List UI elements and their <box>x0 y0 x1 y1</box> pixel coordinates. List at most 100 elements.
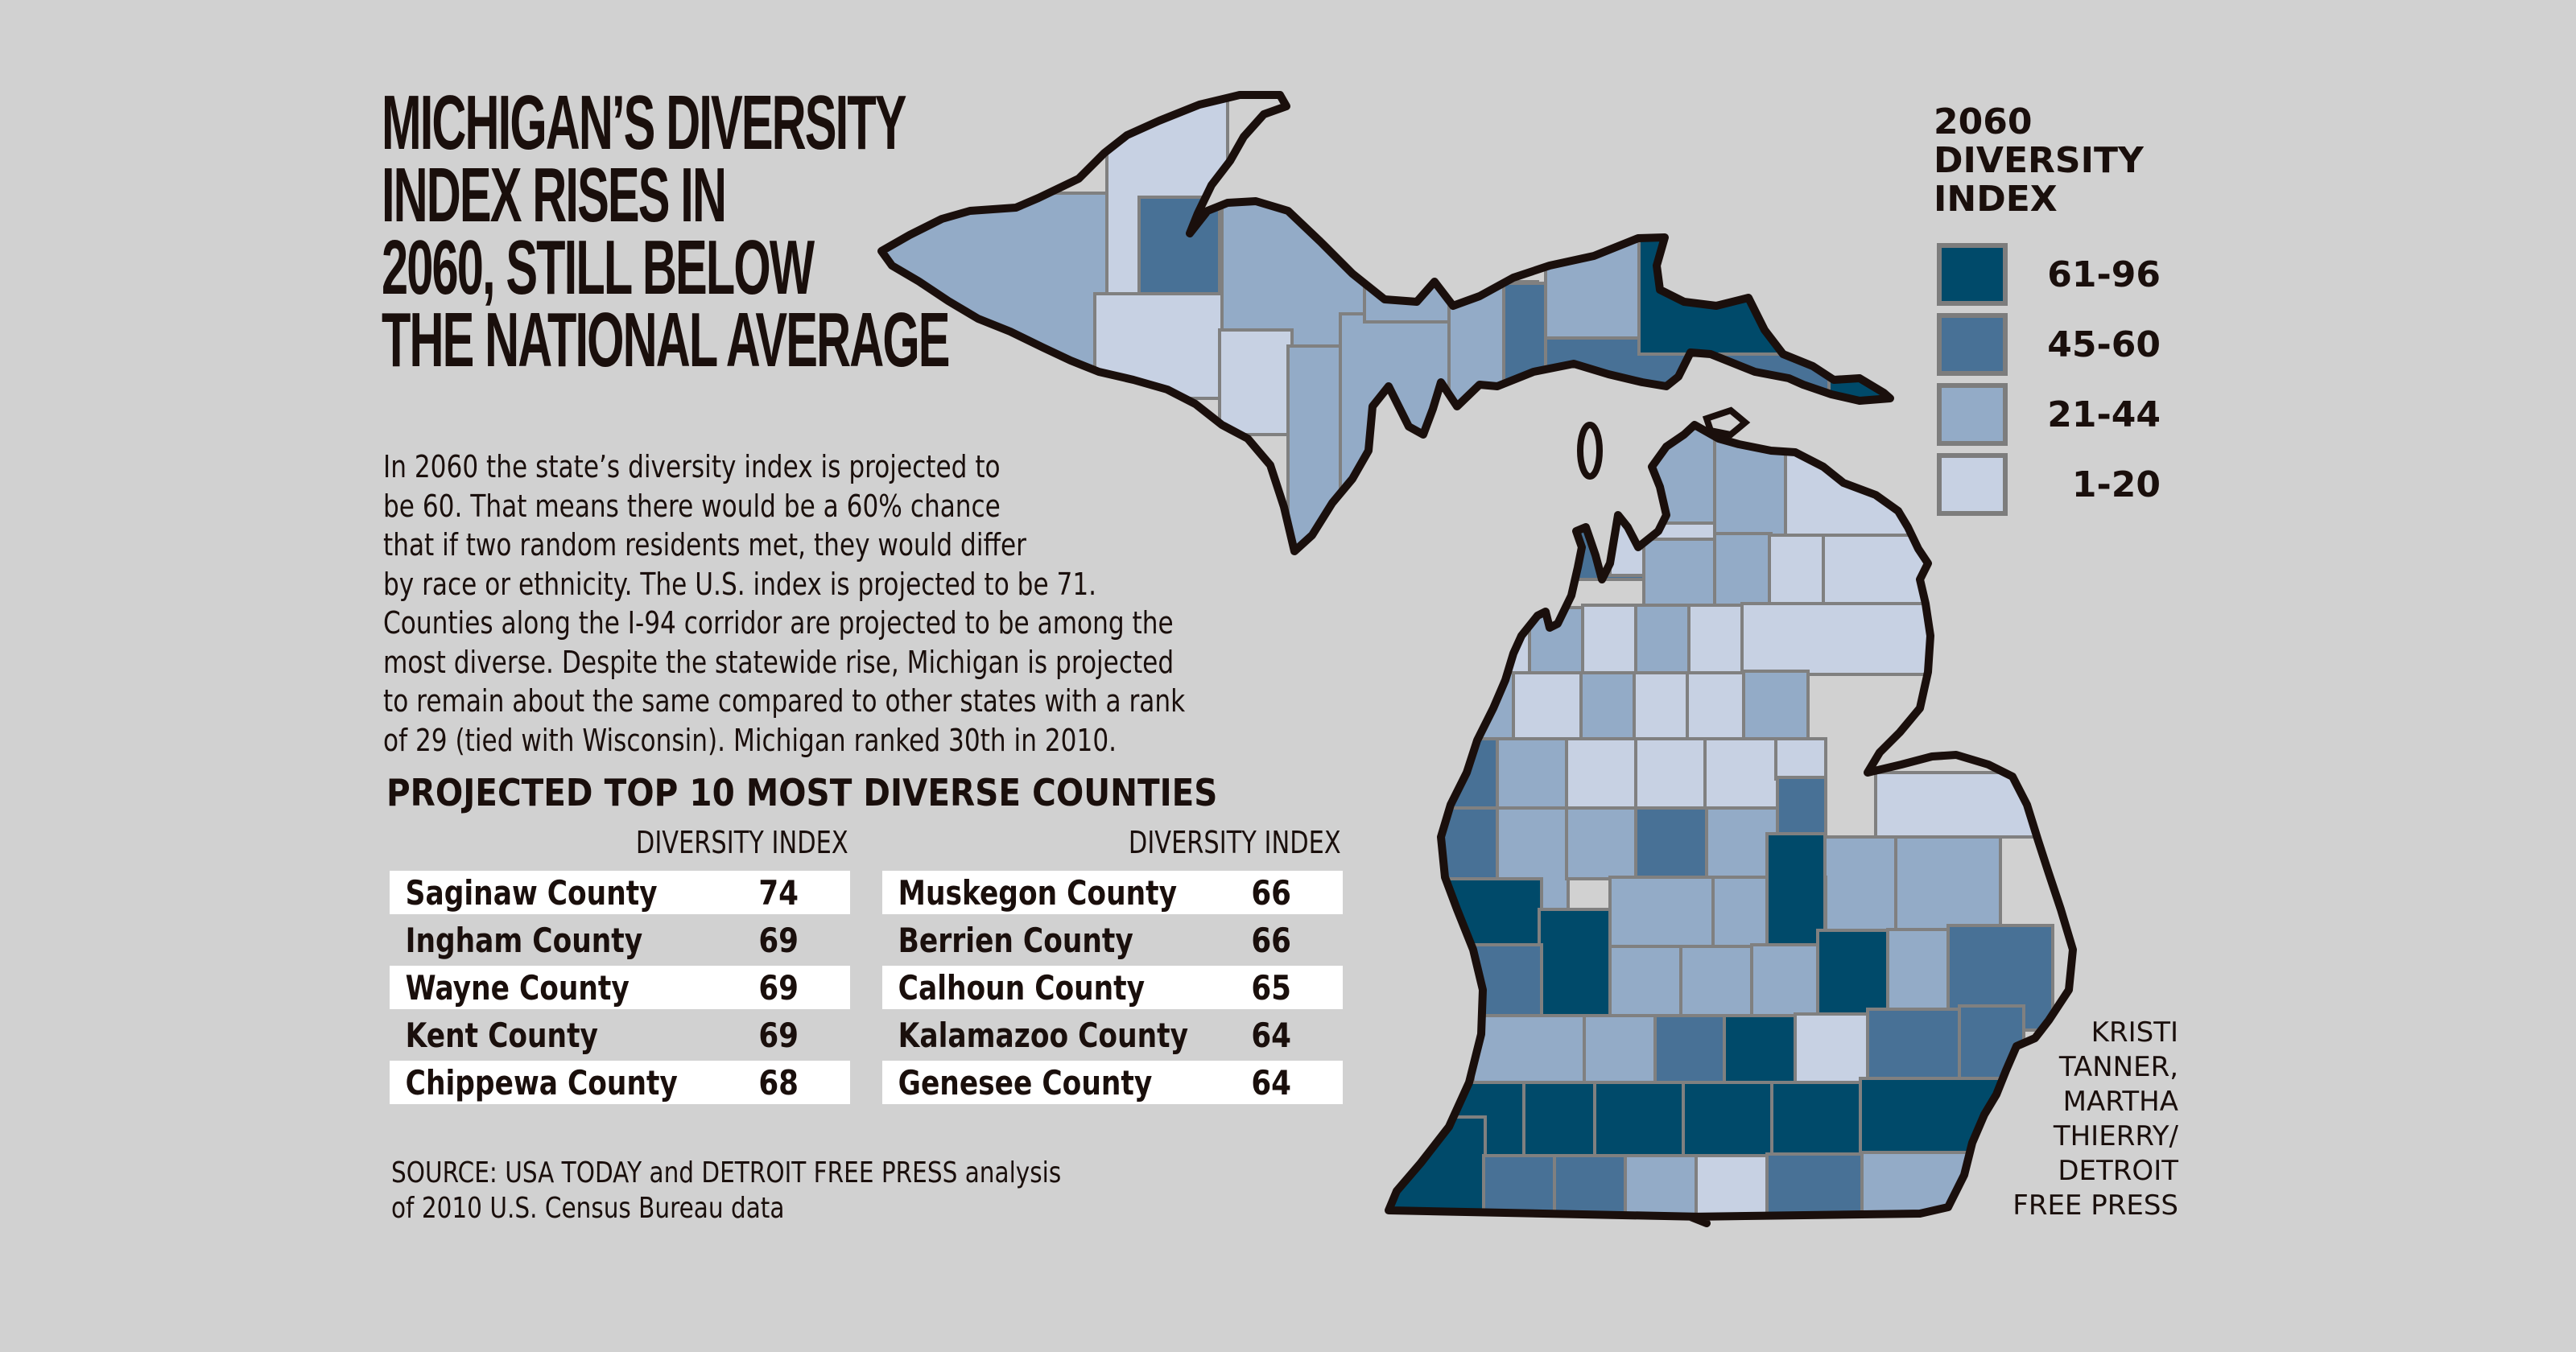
county-oakland <box>1866 1008 1963 1086</box>
credit-line: TANNER, <box>2058 1051 2178 1083</box>
legend-item: 1-20 <box>1934 451 2161 517</box>
table-row: Kalamazoo County 64 <box>882 1013 1343 1057</box>
credit-line: DETROIT <box>2058 1155 2178 1187</box>
county-crawford <box>1634 604 1692 678</box>
credit-line: THIERRY/ <box>2053 1120 2178 1152</box>
county-index: 69 <box>758 1015 799 1055</box>
source-line: SOURCE: USA TODAY and DETROIT FREE PRESS… <box>391 1156 1062 1189</box>
county-lake <box>1496 737 1570 813</box>
legend-item: 61-96 <box>1934 241 2161 307</box>
beaver-island <box>1577 422 1603 480</box>
table-row: Berrien County 66 <box>882 918 1343 962</box>
intro-line: that if two random residents met, they w… <box>383 527 1026 563</box>
county-name: Saginaw County <box>405 872 658 913</box>
headline-line: MICHIGAN’S DIVERSITY <box>382 80 907 166</box>
county-eaton <box>1653 1014 1728 1086</box>
county-iosco <box>1742 670 1810 743</box>
county-jackson <box>1682 1081 1775 1160</box>
headline-line: 2060, STILL BELOW <box>382 225 815 311</box>
county-oscoda <box>1687 604 1745 678</box>
county-index: 64 <box>1251 1015 1291 1055</box>
map-legend: 2060 DIVERSITY INDEX 61-96 45-60 21-44 1… <box>1934 103 2161 521</box>
county-name: Kalamazoo County <box>898 1015 1189 1055</box>
county-branch <box>1624 1154 1699 1222</box>
county-name: Muskegon County <box>898 872 1178 913</box>
county-delta <box>1339 312 1455 551</box>
county-livingston <box>1794 1012 1871 1086</box>
headline-line: THE NATIONAL AVERAGE <box>382 297 950 383</box>
column-header-left: DIVERSITY INDEX <box>636 825 848 860</box>
legend-label: 1-20 <box>2071 464 2161 505</box>
county-name: Wayne County <box>405 967 630 1008</box>
county-presque-isle <box>1784 425 1948 541</box>
legend-item: 21-44 <box>1934 381 2161 447</box>
county-iron <box>1093 292 1225 400</box>
intro-line: by race or ethnicity. The U.S. index is … <box>383 566 1097 602</box>
county-name: Berrien County <box>898 920 1133 960</box>
county-name: Ingham County <box>405 920 643 960</box>
intro-line: of 29 (tied with Wisconsin). Michigan ra… <box>383 722 1117 758</box>
county-arenac <box>1774 737 1827 781</box>
county-ogemaw <box>1686 671 1747 743</box>
county-mecosta <box>1565 806 1639 880</box>
legend-swatch-61-96 <box>1937 243 2008 306</box>
county-washtenaw <box>1770 1081 1864 1160</box>
table-row: Ingham County 69 <box>390 918 850 962</box>
county-dickinson <box>1218 328 1294 436</box>
county-montcalm <box>1608 876 1716 951</box>
county-kalamazoo <box>1522 1081 1598 1160</box>
county-montmorency <box>1768 534 1827 609</box>
bois-blanc-island <box>1702 406 1751 439</box>
intro-line: be 60. That means there would be a 60% c… <box>383 488 1001 524</box>
county-name: Calhoun County <box>898 967 1146 1008</box>
legend-title-line: INDEX <box>1934 179 2058 220</box>
county-index: 66 <box>1251 920 1291 960</box>
county-ingham <box>1723 1014 1798 1086</box>
legend-title: 2060 DIVERSITY INDEX <box>1934 103 2161 219</box>
county-kalkaska <box>1581 604 1639 678</box>
headline: MICHIGAN’S DIVERSITY INDEX RISES IN 2060… <box>382 80 971 383</box>
county-name: Kent County <box>405 1015 598 1055</box>
legend-title-line: 2060 <box>1934 101 2033 142</box>
table-row: Genesee County 64 <box>882 1061 1343 1104</box>
county-missaukee <box>1579 671 1637 743</box>
county-saginaw <box>1765 832 1827 948</box>
county-kent <box>1538 908 1613 1017</box>
intro-line: most diverse. Despite the statewide rise… <box>383 644 1174 680</box>
county-calhoun <box>1593 1081 1686 1160</box>
table-row: Wayne County 69 <box>390 966 850 1009</box>
legend-swatch-21-44 <box>1937 383 2008 446</box>
county-clare <box>1634 737 1708 813</box>
county-otsego <box>1713 532 1773 608</box>
intro-line: to remain about the same compared to oth… <box>383 683 1186 719</box>
credit-line: MARTHA <box>2062 1086 2178 1118</box>
column-header-right: DIVERSITY INDEX <box>1129 825 1341 860</box>
ranking-table-left: Saginaw County 74 Ingham County 69 Wayne… <box>390 871 850 1108</box>
county-antrim <box>1642 538 1718 609</box>
county-berrien <box>1389 1115 1487 1223</box>
county-gladwin <box>1703 737 1779 813</box>
county-isabella <box>1634 806 1710 880</box>
byline-credit: KRISTI TANNER, MARTHA THIERRY/ DETROIT F… <box>2013 1016 2178 1223</box>
county-huron <box>1874 771 2038 839</box>
ranking-table-right: Muskegon County 66 Berrien County 66 Cal… <box>882 871 1343 1108</box>
county-wexford <box>1512 671 1584 743</box>
table-row: Calhoun County 65 <box>882 966 1343 1009</box>
table-row: Muskegon County 66 <box>882 871 1343 914</box>
legend-title-line: DIVERSITY <box>1934 140 2144 181</box>
lower-peninsula-counties <box>1389 425 2054 1223</box>
credit-line: KRISTI <box>2091 1016 2178 1049</box>
county-alcona <box>1740 602 1953 676</box>
table-row: Kent County 69 <box>390 1013 850 1057</box>
county-index: 64 <box>1251 1062 1291 1103</box>
county-index: 68 <box>758 1062 799 1103</box>
county-gogebic-ontonagon <box>881 192 1113 436</box>
county-shiawassee <box>1750 943 1822 1019</box>
table-row: Chippewa County 68 <box>390 1061 850 1104</box>
county-ionia <box>1608 945 1684 1019</box>
county-index: 69 <box>758 967 799 1008</box>
legend-label: 45-60 <box>2047 324 2161 365</box>
county-index: 66 <box>1251 872 1291 913</box>
county-roscommon <box>1633 671 1690 743</box>
upper-peninsula-outline <box>877 91 1894 555</box>
